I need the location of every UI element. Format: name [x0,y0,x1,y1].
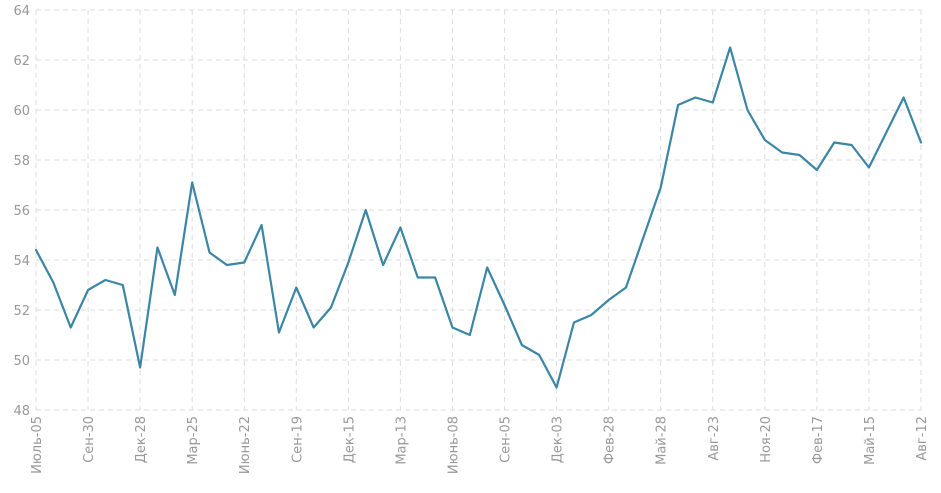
y-tick-label: 56 [13,204,30,219]
y-tick-label: 64 [13,4,30,19]
x-tick-label: Фев-17 [811,416,826,464]
x-tick-label: Дек-28 [134,416,149,463]
y-tick-label: 50 [13,354,30,369]
y-tick-label: 52 [13,304,30,319]
x-tick-label: Авг-23 [707,416,722,461]
x-tick-label: Дек-03 [551,416,566,463]
x-tick-label: Сен-30 [82,416,97,463]
x-tick-label: Июнь-08 [446,416,461,474]
x-tick-label: Май-28 [655,416,670,465]
y-axis-tick-labels: 48 50 52 54 56 58 60 62 64 [13,4,30,419]
x-tick-label: Июнь-22 [238,416,253,474]
y-tick-label: 54 [13,254,30,269]
x-tick-label: Июль-05 [30,416,45,474]
x-tick-label: Фев-28 [603,416,618,464]
x-tick-label: Ноя-20 [759,416,774,463]
series-line [34,46,923,389]
x-tick-label: Сен-19 [290,416,305,463]
x-tick-label: Сен-05 [499,416,514,463]
y-tick-label: 60 [13,104,30,119]
x-tick-label: Май-15 [863,416,878,465]
y-tick-label: 62 [13,54,30,69]
y-tick-label: 48 [13,404,30,419]
y-gridlines [36,9,921,411]
x-tick-label: Авг-12 [915,416,930,461]
x-axis-tick-labels: Июль-05 Сен-30 Дек-28 Мар-25 Июнь-22 Сен-19 Де… [30,416,930,474]
y-tick-label: 58 [13,154,30,169]
x-tick-label: Дек-15 [342,416,357,463]
x-tick-label: Мар-13 [394,416,409,465]
x-gridlines [35,10,922,410]
x-tick-label: Мар-25 [186,416,201,465]
